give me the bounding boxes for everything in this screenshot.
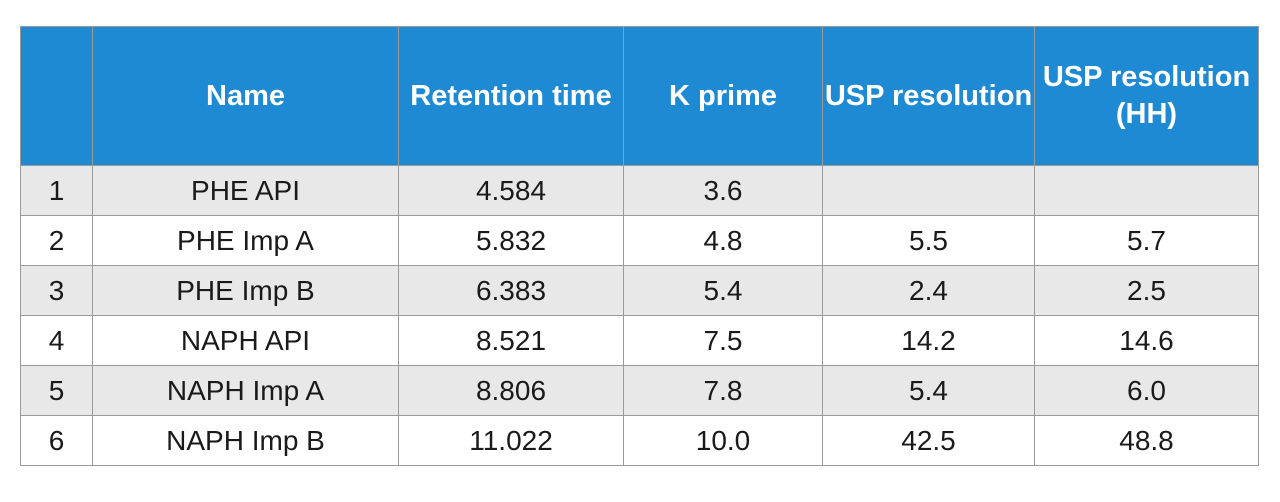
header-usp-resolution: USP resolution [822,26,1035,166]
row-name: PHE Imp B [92,265,399,316]
row-usp-resolution-hh: 5.7 [1034,215,1259,266]
row-index: 4 [20,315,93,366]
results-table: Name Retention time K prime USP resoluti… [20,26,1259,466]
row-name: PHE Imp A [92,215,399,266]
row-name: NAPH API [92,315,399,366]
row-usp-resolution [822,165,1035,216]
row-k-prime: 7.8 [623,365,823,416]
table-row: 2 PHE Imp A 5.832 4.8 5.5 5.7 [20,215,1259,266]
table-row: 6 NAPH Imp B 11.022 10.0 42.5 48.8 [20,415,1259,466]
table-row: 1 PHE API 4.584 3.6 [20,165,1259,216]
row-retention-time: 11.022 [398,415,624,466]
row-usp-resolution: 5.5 [822,215,1035,266]
header-name: Name [92,26,399,166]
row-index: 5 [20,365,93,416]
row-usp-resolution: 42.5 [822,415,1035,466]
row-name: NAPH Imp B [92,415,399,466]
row-usp-resolution-hh: 6.0 [1034,365,1259,416]
table-row: 3 PHE Imp B 6.383 5.4 2.4 2.5 [20,265,1259,316]
row-index: 2 [20,215,93,266]
row-retention-time: 8.806 [398,365,624,416]
row-k-prime: 3.6 [623,165,823,216]
table-row: 5 NAPH Imp A 8.806 7.8 5.4 6.0 [20,365,1259,416]
row-k-prime: 10.0 [623,415,823,466]
row-k-prime: 4.8 [623,215,823,266]
row-name: NAPH Imp A [92,365,399,416]
row-name: PHE API [92,165,399,216]
row-retention-time: 5.832 [398,215,624,266]
table-header-row: Name Retention time K prime USP resoluti… [20,26,1259,166]
row-retention-time: 6.383 [398,265,624,316]
row-usp-resolution: 5.4 [822,365,1035,416]
header-index [20,26,93,166]
row-usp-resolution-hh: 2.5 [1034,265,1259,316]
table-row: 4 NAPH API 8.521 7.5 14.2 14.6 [20,315,1259,366]
row-usp-resolution-hh: 14.6 [1034,315,1259,366]
row-retention-time: 8.521 [398,315,624,366]
header-retention-time: Retention time [398,26,624,166]
row-index: 6 [20,415,93,466]
row-index: 1 [20,165,93,216]
row-usp-resolution: 2.4 [822,265,1035,316]
header-k-prime: K prime [623,26,823,166]
row-k-prime: 5.4 [623,265,823,316]
row-index: 3 [20,265,93,316]
row-k-prime: 7.5 [623,315,823,366]
row-usp-resolution: 14.2 [822,315,1035,366]
row-retention-time: 4.584 [398,165,624,216]
row-usp-resolution-hh: 48.8 [1034,415,1259,466]
header-usp-resolution-hh: USP resolution (HH) [1034,26,1259,166]
row-usp-resolution-hh [1034,165,1259,216]
